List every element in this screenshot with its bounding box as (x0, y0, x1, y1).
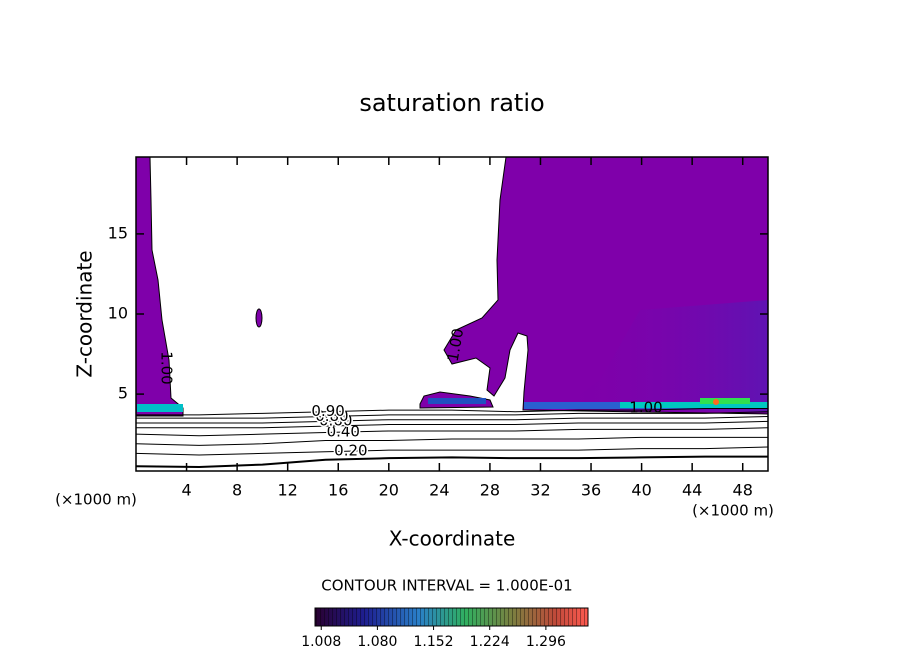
colorbar-tick-label: 1.080 (357, 634, 397, 650)
x-tick-label: 28 (480, 481, 500, 500)
colorbar-tick-label: 1.224 (470, 634, 510, 650)
x-tick-label: 4 (181, 481, 191, 500)
x-tick-label: 32 (530, 481, 550, 500)
contour-line (135, 455, 768, 468)
saturated-region (135, 156, 184, 417)
high-saturation (428, 398, 486, 404)
x-tick-label: 36 (581, 481, 601, 500)
contour-line (136, 408, 768, 416)
y-unit: (×1000 m) (55, 491, 137, 509)
high-saturation (137, 404, 183, 412)
contour-line (135, 427, 769, 437)
colorbar-frame (314, 607, 589, 627)
high-saturation (620, 402, 768, 408)
y-tick-label: 15 (108, 223, 128, 242)
high-saturation (700, 398, 750, 404)
x-tick-label: 40 (631, 481, 651, 500)
contour-line (136, 420, 769, 429)
saturated-shade (560, 300, 768, 412)
contour-line (136, 411, 769, 419)
x-tick-label: 24 (429, 481, 449, 500)
x-axis-label: X-coordinate (389, 527, 516, 551)
contour-label: 0.20 (334, 442, 367, 460)
x-tick-label: 8 (232, 481, 242, 500)
y-tick-label: 10 (108, 304, 128, 323)
colorbar-tick-label: 1.296 (526, 634, 566, 650)
colorbar-tick-label: 1.008 (301, 634, 341, 650)
x-unit: (×1000 m) (692, 502, 774, 520)
saturated-region (255, 308, 263, 328)
x-tick-label: 16 (328, 481, 348, 500)
contour-interval: CONTOUR INTERVAL = 1.000E-01 (321, 577, 572, 595)
y-tick-label: 5 (118, 384, 128, 403)
colorbar-tick-label: 1.152 (414, 634, 454, 650)
contour-line (135, 446, 769, 456)
contour-line (135, 436, 768, 446)
chart-title: saturation ratio (359, 89, 544, 117)
saturated-regions (135, 156, 769, 417)
contour-label: 0.40 (327, 423, 360, 441)
x-tick-label: 20 (379, 481, 399, 500)
x-tick-label: 48 (733, 481, 753, 500)
contour-label: 1.00 (158, 351, 176, 384)
contour-label: 1.00 (444, 327, 468, 363)
y-axis-label: Z-coordinate (73, 250, 97, 377)
contour-label: 0.90 (311, 402, 344, 420)
contour-line (136, 416, 769, 424)
x-tick-label: 12 (278, 481, 298, 500)
x-tick-label: 44 (682, 481, 702, 500)
contour-label: 1.00 (629, 399, 662, 417)
high-saturation (713, 399, 719, 405)
